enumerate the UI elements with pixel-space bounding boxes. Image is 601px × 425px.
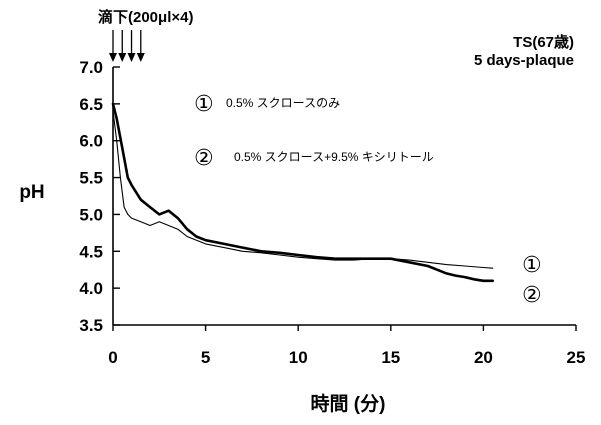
y-axis-title: pH <box>19 182 44 203</box>
legend-marker-1: ① <box>194 91 214 116</box>
series-lines <box>111 102 495 283</box>
drip-arrow-head <box>136 53 145 62</box>
y-tick-label: 6.5 <box>79 95 103 114</box>
y-tick-label: 4.5 <box>79 242 103 261</box>
y-tick-label: 6.0 <box>79 132 103 151</box>
series-end-label-1: ① <box>522 252 542 277</box>
drip-annotation: 滴下(200μl×4) <box>98 8 193 26</box>
legend-marker-2: ② <box>194 145 214 170</box>
series-line-2 <box>112 110 494 269</box>
series-end-label-2: ② <box>522 282 542 307</box>
legend-label-2: 0.5% スクロース+9.5% キシリトール <box>234 150 434 164</box>
y-tick-label: 5.5 <box>79 169 103 188</box>
y-tick-label: 4.0 <box>79 279 103 298</box>
x-tick-label: 25 <box>567 348 586 367</box>
x-axis-title: 時間 (分) <box>311 393 386 415</box>
series-line-1 <box>111 102 495 283</box>
sample-label: 5 days-plaque <box>474 52 574 69</box>
x-tick-label: 20 <box>474 348 493 367</box>
x-tick-label: 15 <box>381 348 400 367</box>
y-tick-label: 7.0 <box>79 58 103 77</box>
drip-arrow-head <box>109 53 117 62</box>
y-tick-label: 5.0 <box>79 205 103 224</box>
x-tick-label: 10 <box>289 348 308 367</box>
drip-arrow-head <box>118 53 127 62</box>
x-tick-label: 0 <box>108 348 117 367</box>
legend-label-1: 0.5% スクロースのみ <box>226 96 340 110</box>
drip-arrow-head <box>127 53 136 62</box>
y-tick-label: 3.5 <box>79 316 103 335</box>
x-ticks: 0 5 10 15 20 25 <box>108 325 585 367</box>
y-ticks: 3.5 4.0 4.5 5.0 5.5 6.0 6.5 7.0 <box>79 58 120 335</box>
subject-label: TS(67歳) <box>513 33 574 51</box>
drip-arrows <box>109 30 145 62</box>
x-tick-label: 5 <box>201 348 210 367</box>
